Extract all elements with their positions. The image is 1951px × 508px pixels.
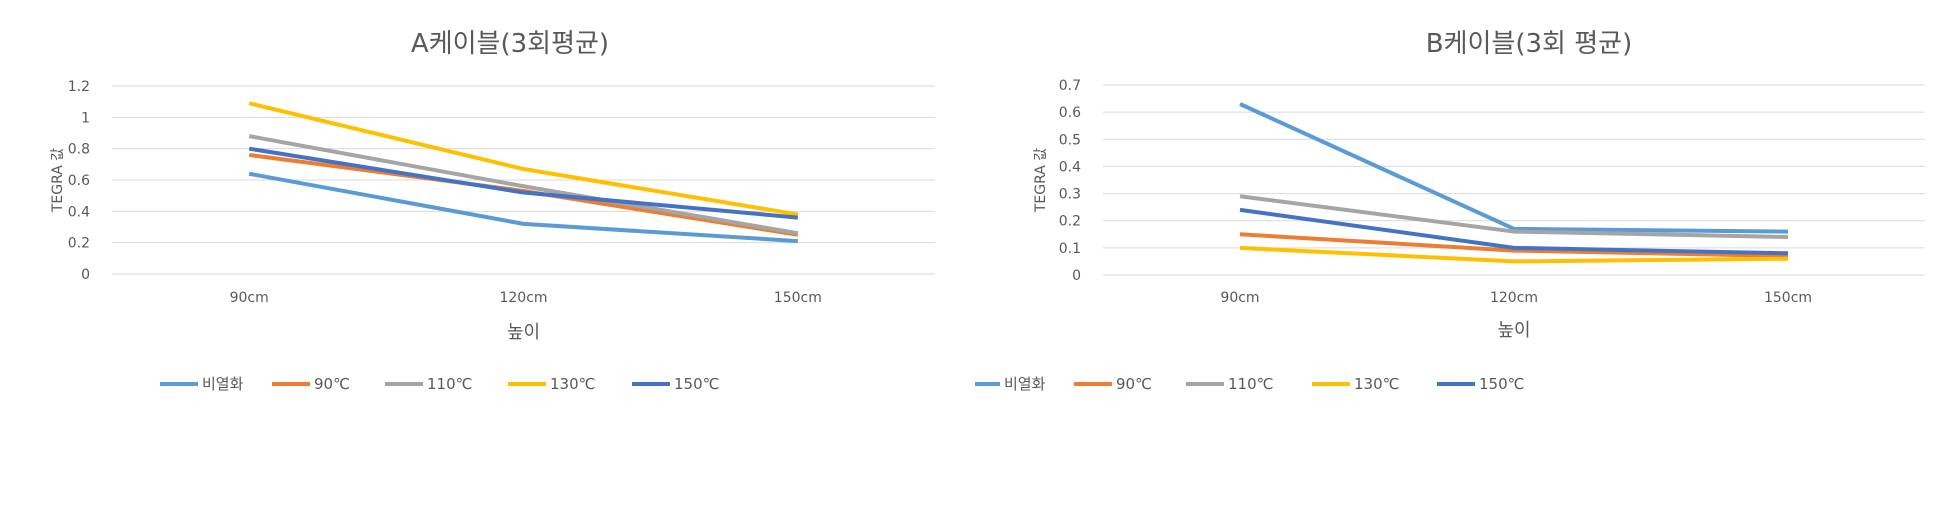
chart-a-series-line-3	[248, 101, 799, 217]
chart-b-x-axis-label: 높이	[1497, 320, 1530, 341]
chart-b-x-tick-label: 90cm	[1220, 290, 1259, 306]
chart-b-series-line-2	[1239, 194, 1789, 239]
chart-b-legend-label-3: 130℃	[1354, 375, 1399, 393]
chart-b-legend-label-1: 90℃	[1116, 375, 1152, 393]
chart-a-y-tick-label: 0.6	[68, 173, 90, 189]
chart-a-x-axis-label: 높이	[507, 322, 540, 343]
chart-a-series-line-2	[248, 134, 799, 236]
chart-b-legend-label-4: 150℃	[1479, 375, 1524, 393]
chart-b-x-tick-label: 150cm	[1764, 290, 1812, 306]
chart-b-legend-label-0: 비열화	[1004, 375, 1046, 393]
chart-b-series-line-4	[1239, 207, 1789, 256]
chart-a-y-tick-label: 1.2	[68, 79, 90, 95]
chart-a-legend-label-0: 비열화	[202, 375, 244, 393]
chart-b-series-line-0	[1239, 102, 1789, 234]
chart-b-y-tick-label: 0.7	[1059, 78, 1081, 94]
chart-b-y-tick-label: 0.6	[1059, 105, 1081, 121]
chart-b-y-tick-label: 0.4	[1059, 159, 1081, 175]
chart-b-y-tick-label: 0.5	[1059, 132, 1081, 148]
chart-b-y-tick-label: 0.2	[1059, 214, 1081, 230]
chart-a-x-tick-label: 120cm	[499, 290, 547, 306]
chart-a-y-tick-label: 0.4	[68, 204, 90, 220]
chart-a-y-tick-label: 0.8	[68, 142, 90, 158]
chart-a-y-tick-label: 1	[81, 110, 90, 126]
chart-a-series-line-4	[248, 146, 799, 220]
chart-b-y-axis-label: TEGRA 값	[1033, 148, 1049, 213]
chart-a-x-tick-label: 90cm	[230, 290, 269, 306]
chart-b-series-line-3	[1239, 245, 1789, 264]
chart-a-title: A케이블(3회평균)	[411, 29, 609, 59]
chart-a: A케이블(3회평균) 0 0.2 0.4 0.6 0.8 1 1.2 90cm 120cm 150c…	[50, 29, 935, 393]
chart-a-legend-label-2: 110℃	[427, 375, 472, 393]
chart-a-legend-label-1: 90℃	[314, 375, 350, 393]
chart-a-y-axis-label: TEGRA 값	[50, 148, 66, 213]
chart-b: B케이블(3회 평균) 0 0.1 0.2 0.3 0.4 0.5 0.6 0.7 90cm 120…	[975, 29, 1925, 393]
chart-a-series-line-0	[248, 171, 798, 244]
chart-b-y-tick-label: 0	[1072, 268, 1081, 284]
chart-b-title: B케이블(3회 평균)	[1426, 29, 1632, 59]
chart-b-x-tick-label: 120cm	[1490, 290, 1538, 306]
chart-a-panel: A케이블(3회평균) 0 0.2 0.4 0.6 0.8 1 1.2 90cm 120cm 150c…	[0, 0, 975, 508]
chart-b-series-line-1	[1239, 232, 1789, 258]
chart-a-legend-label-4: 150℃	[674, 375, 719, 393]
chart-b-y-tick-label: 0.3	[1059, 187, 1081, 203]
chart-b-legend-label-2: 110℃	[1228, 375, 1273, 393]
chart-a-y-tick-label: 0.2	[68, 236, 90, 252]
chart-b-y-tick-label: 0.1	[1059, 241, 1081, 257]
chart-a-x-tick-label: 150cm	[774, 290, 822, 306]
chart-b-panel: B케이블(3회 평균) 0 0.1 0.2 0.3 0.4 0.5 0.6 0.7 90cm 120…	[975, 0, 1951, 508]
chart-a-y-tick-label: 0	[81, 267, 90, 283]
chart-a-legend-label-3: 130℃	[550, 375, 595, 393]
